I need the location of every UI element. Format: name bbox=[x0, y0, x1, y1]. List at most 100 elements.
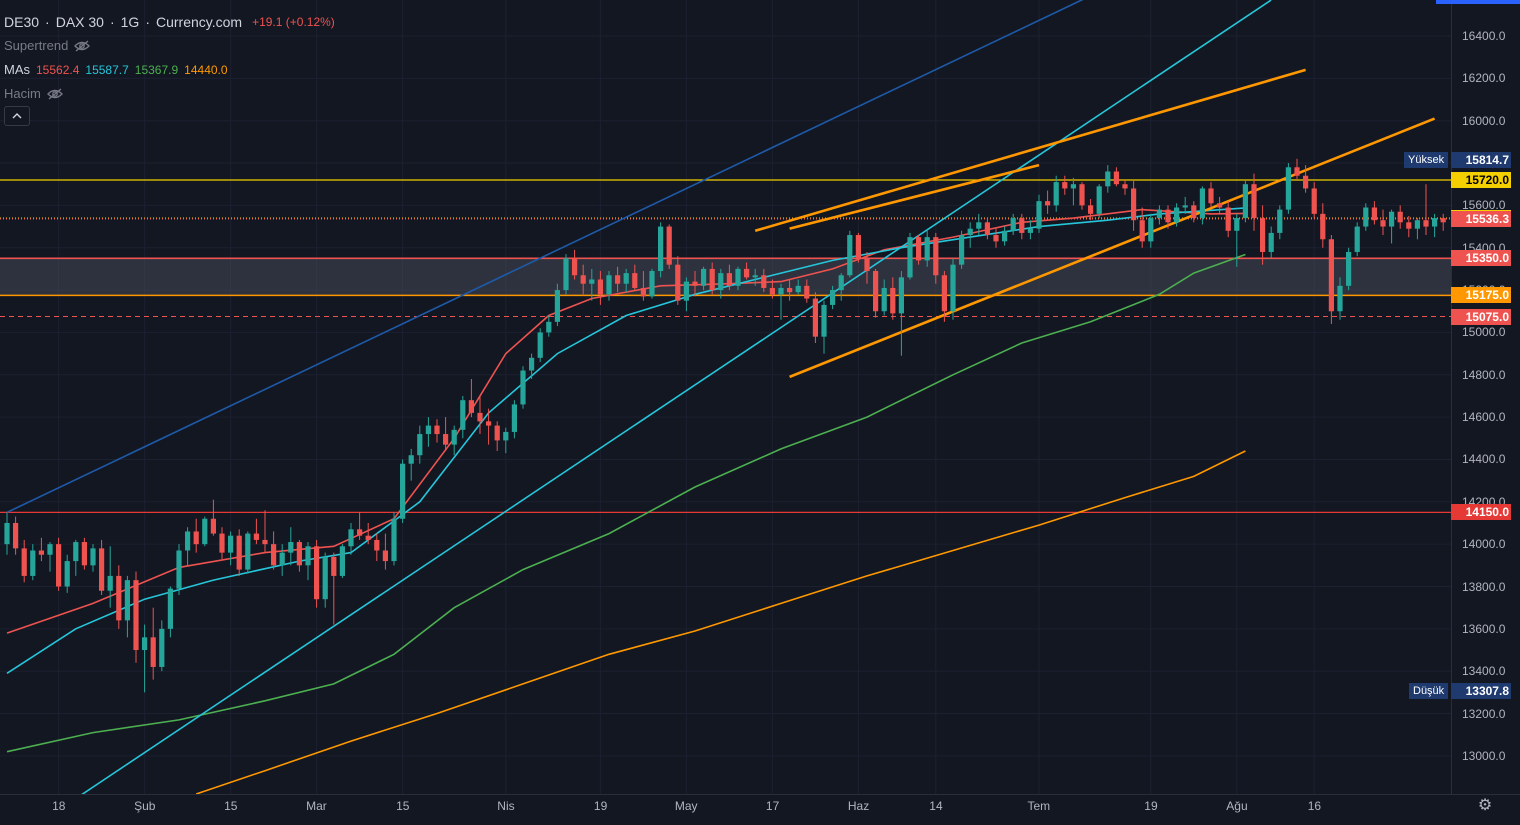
candle-body[interactable] bbox=[99, 548, 105, 591]
candle-body[interactable] bbox=[1337, 285, 1343, 312]
candle-body[interactable] bbox=[1139, 220, 1145, 242]
candle-body[interactable] bbox=[468, 400, 474, 413]
candle-body[interactable] bbox=[761, 275, 767, 288]
candle-body[interactable] bbox=[486, 421, 492, 426]
candle-body[interactable] bbox=[941, 275, 947, 312]
candle-body[interactable] bbox=[279, 552, 285, 566]
candle-body[interactable] bbox=[296, 542, 302, 566]
candle-body[interactable] bbox=[331, 556, 337, 576]
candle-body[interactable] bbox=[1380, 220, 1386, 227]
candle-body[interactable] bbox=[253, 533, 259, 540]
candle-body[interactable] bbox=[1148, 218, 1154, 242]
candle-body[interactable] bbox=[1062, 182, 1068, 189]
candle-body[interactable] bbox=[305, 546, 311, 566]
trend-line-2[interactable] bbox=[0, 0, 1272, 794]
mas-row[interactable]: MAs 15562.4 15587.7 15367.9 14440.0 bbox=[4, 58, 335, 82]
candle-body[interactable] bbox=[314, 546, 320, 600]
candle-body[interactable] bbox=[821, 304, 827, 337]
candle-body[interactable] bbox=[1242, 184, 1248, 219]
candle-body[interactable] bbox=[675, 264, 681, 301]
time-axis[interactable] bbox=[0, 794, 1520, 825]
candle-body[interactable] bbox=[1371, 207, 1377, 221]
candle-body[interactable] bbox=[425, 425, 431, 435]
candle-body[interactable] bbox=[615, 275, 621, 284]
candle-body[interactable] bbox=[1156, 209, 1162, 219]
candle-body[interactable] bbox=[950, 264, 956, 312]
candle-body[interactable] bbox=[1217, 203, 1223, 208]
candle-body[interactable] bbox=[554, 290, 560, 322]
candle-body[interactable] bbox=[787, 287, 793, 293]
candle-body[interactable] bbox=[417, 434, 423, 456]
candle-body[interactable] bbox=[649, 271, 655, 297]
candle-body[interactable] bbox=[193, 531, 199, 545]
legend-collapse-button[interactable] bbox=[4, 106, 30, 126]
candle-body[interactable] bbox=[1019, 218, 1025, 233]
candle-body[interactable] bbox=[1036, 201, 1042, 229]
candle-body[interactable] bbox=[1328, 239, 1334, 312]
candle-body[interactable] bbox=[202, 518, 208, 545]
candle-body[interactable] bbox=[1268, 232, 1274, 252]
candle-body[interactable] bbox=[90, 548, 96, 566]
price-chart[interactable] bbox=[0, 0, 1451, 794]
candle-body[interactable] bbox=[1354, 226, 1360, 252]
candle-body[interactable] bbox=[116, 575, 122, 621]
candle-body[interactable] bbox=[993, 235, 999, 242]
trend-line-4[interactable] bbox=[789, 117, 1436, 379]
candle-body[interactable] bbox=[520, 370, 526, 405]
candle-body[interactable] bbox=[1122, 184, 1128, 189]
candle-body[interactable] bbox=[795, 285, 801, 293]
candle-body[interactable] bbox=[1303, 175, 1309, 189]
candle-body[interactable] bbox=[210, 518, 216, 534]
candle-body[interactable] bbox=[271, 544, 277, 566]
candle-body[interactable] bbox=[683, 281, 689, 301]
candle-body[interactable] bbox=[288, 542, 294, 553]
candle-body[interactable] bbox=[348, 529, 354, 547]
trend-line-5[interactable] bbox=[789, 163, 1040, 230]
candle-body[interactable] bbox=[219, 533, 225, 553]
candle-body[interactable] bbox=[1320, 213, 1326, 240]
candle-body[interactable] bbox=[357, 529, 363, 536]
candle-body[interactable] bbox=[1414, 220, 1420, 229]
candle-body[interactable] bbox=[1432, 218, 1438, 227]
candle-body[interactable] bbox=[976, 222, 982, 229]
candle-body[interactable] bbox=[529, 357, 535, 371]
candle-body[interactable] bbox=[47, 544, 53, 555]
candle-body[interactable] bbox=[1363, 207, 1369, 227]
candle-body[interactable] bbox=[365, 535, 371, 540]
candle-body[interactable] bbox=[632, 273, 638, 288]
candle-body[interactable] bbox=[1045, 201, 1051, 206]
price-axis[interactable] bbox=[1451, 0, 1520, 794]
candle-body[interactable] bbox=[73, 542, 79, 562]
candle-body[interactable] bbox=[589, 279, 595, 284]
candle-body[interactable] bbox=[1174, 207, 1180, 223]
candle-body[interactable] bbox=[391, 518, 397, 562]
candle-body[interactable] bbox=[1311, 188, 1317, 214]
candle-body[interactable] bbox=[847, 235, 853, 276]
candle-body[interactable] bbox=[744, 268, 750, 278]
candle-body[interactable] bbox=[864, 258, 870, 272]
candle-body[interactable] bbox=[778, 287, 784, 295]
candle-body[interactable] bbox=[735, 268, 741, 286]
candle-body[interactable] bbox=[322, 556, 328, 600]
candle-body[interactable] bbox=[339, 546, 345, 576]
candle-body[interactable] bbox=[21, 548, 27, 576]
candle-body[interactable] bbox=[511, 404, 517, 432]
candle-body[interactable] bbox=[176, 550, 182, 589]
candle-body[interactable] bbox=[769, 287, 775, 295]
candle-body[interactable] bbox=[374, 539, 380, 551]
candle-body[interactable] bbox=[451, 429, 457, 445]
candle-body[interactable] bbox=[228, 535, 234, 553]
candle-body[interactable] bbox=[1002, 230, 1008, 242]
candle-body[interactable] bbox=[1260, 218, 1266, 252]
candle-body[interactable] bbox=[1010, 218, 1016, 231]
candle-body[interactable] bbox=[150, 637, 156, 667]
candle-body[interactable] bbox=[494, 425, 500, 441]
candle-body[interactable] bbox=[503, 431, 509, 441]
trend-line-1[interactable] bbox=[6, 0, 1091, 514]
candle-body[interactable] bbox=[408, 455, 414, 464]
candle-body[interactable] bbox=[434, 425, 440, 435]
candle-body[interactable] bbox=[1423, 220, 1429, 227]
candle-body[interactable] bbox=[236, 535, 242, 570]
candle-body[interactable] bbox=[959, 235, 965, 265]
